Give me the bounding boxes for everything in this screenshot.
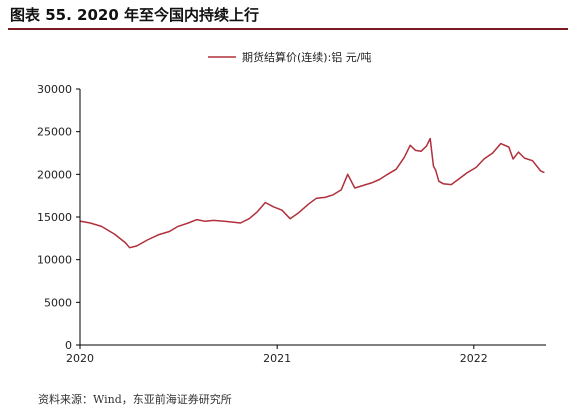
series-layer xyxy=(80,137,545,249)
y-axis-ticks: 0 5000 10000 15000 20000 25000 30000 xyxy=(37,83,80,352)
legend-label: 期货结算价(连续):铝 元/吨 xyxy=(242,50,372,64)
y-tick-label: 0 xyxy=(65,339,72,352)
x-tick-label: 2020 xyxy=(66,352,94,365)
title-rule xyxy=(8,28,568,30)
figure-title: 图表 55. 2020 年至今国内持续上行 xyxy=(10,6,259,24)
legend: 期货结算价(连续):铝 元/吨 xyxy=(208,50,372,64)
source-note: 资料来源：Wind，东亚前海证券研究所 xyxy=(38,393,232,406)
series-line xyxy=(80,137,545,249)
y-tick-label: 5000 xyxy=(44,296,72,309)
y-tick-label: 10000 xyxy=(37,254,72,267)
axes xyxy=(79,89,546,346)
y-tick-label: 20000 xyxy=(37,168,72,181)
y-tick-label: 30000 xyxy=(37,83,72,96)
x-tick-label: 2021 xyxy=(263,352,291,365)
x-tick-label: 2022 xyxy=(460,352,488,365)
y-tick-label: 25000 xyxy=(37,126,72,139)
y-tick-label: 15000 xyxy=(37,211,72,224)
x-axis-ticks: 2020 2021 2022 xyxy=(66,345,488,365)
